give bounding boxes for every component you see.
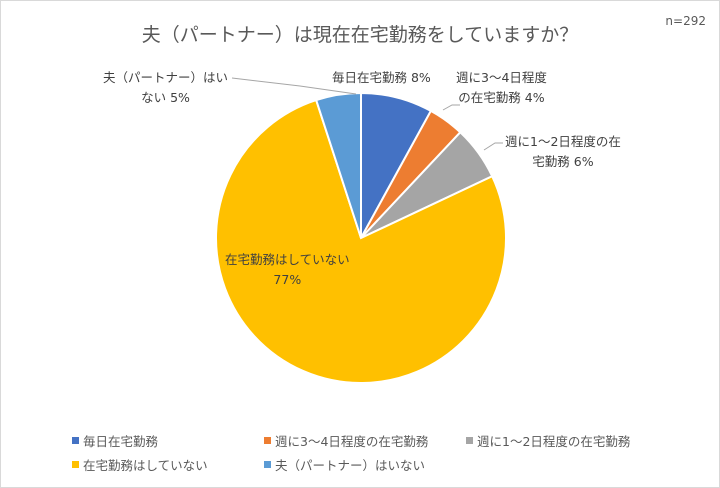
legend-item-w12[interactable]: 週に1～2日程度の在宅勤務 <box>466 431 630 450</box>
legend-swatch <box>264 460 271 468</box>
legend-item-none[interactable]: 在宅勤務はしていない <box>72 455 252 474</box>
leader-line-w34 <box>442 104 460 111</box>
chart-legend: 毎日在宅勤務 週に3～4日程度の在宅勤務 週に1～2日程度の在宅勤務 在宅勤務は… <box>72 428 712 476</box>
chart-title: 夫（パートナー）は現在在宅勤務をしていますか？ <box>141 24 579 46</box>
pie-slice-none[interactable] <box>215 98 507 384</box>
sample-size: n=292 <box>665 14 706 28</box>
legend-item-nopartner[interactable]: 夫（パートナー）はいない <box>264 455 425 474</box>
legend-swatch <box>72 460 79 468</box>
legend-swatch <box>466 436 473 444</box>
label-nopartner: 夫（パートナー）はい ない 5% <box>103 70 229 105</box>
legend-swatch <box>264 436 271 444</box>
legend-item-daily[interactable]: 毎日在宅勤務 <box>72 431 252 450</box>
legend-swatch <box>72 436 79 444</box>
label-w12: 週に1～2日程度の在 宅勤務 6% <box>505 134 621 169</box>
label-w34: 週に3～4日程度 の在宅勤務 4% <box>456 70 547 105</box>
legend-item-w34[interactable]: 週に3～4日程度の在宅勤務 <box>264 431 454 450</box>
leader-line-w12 <box>483 142 503 151</box>
label-daily: 毎日在宅勤務 8% <box>332 70 431 85</box>
label-none: 在宅勤務はしていない 77% <box>225 252 350 287</box>
pie-slice-nopartner[interactable] <box>314 91 362 239</box>
leader-line-nopartner <box>231 77 357 95</box>
